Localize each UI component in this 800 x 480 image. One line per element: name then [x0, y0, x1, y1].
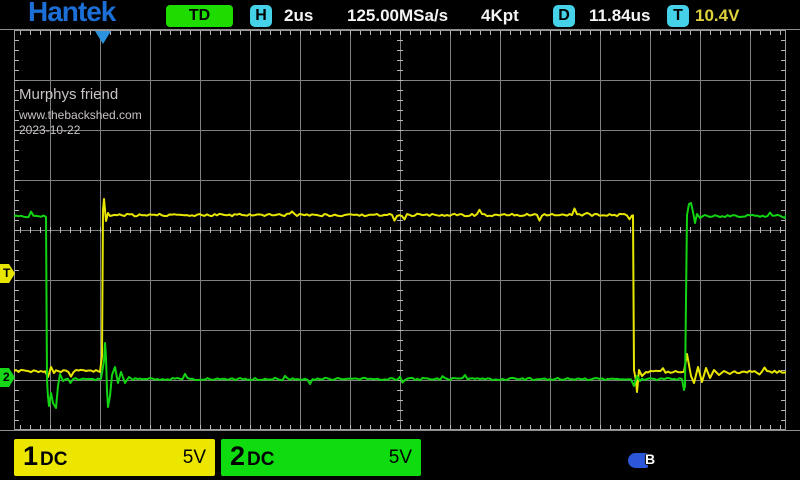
ch1-number: 1 [23, 440, 39, 471]
ch2-coupling: DC [247, 448, 275, 470]
usb-device-letter: B [645, 451, 656, 467]
annotation-title: Murphys friend [19, 86, 119, 103]
annotation-date: 2023-10-22 [19, 123, 81, 137]
ch2-scale: 5V [388, 447, 412, 468]
ch2-zero-marker[interactable]: 2 [0, 368, 15, 387]
ch2-number: 2 [230, 440, 246, 471]
annotation-url: www.thebackshed.com [19, 108, 142, 122]
trigger-position-marker[interactable] [95, 31, 111, 44]
usb-device-icon [628, 453, 648, 468]
graticule-top-border [0, 29, 800, 30]
graticule-bottom-border [0, 430, 800, 431]
hantek-logo: Hantek [28, 0, 116, 27]
ch1-settings-box[interactable]: 1 DC 5V [14, 439, 215, 476]
ch1-scale: 5V [182, 447, 206, 468]
ch1-coupling: DC [40, 448, 68, 470]
horizontal-delay-readout: 11.84us [589, 6, 651, 25]
ch2-settings-box[interactable]: 2 DC 5V [221, 439, 421, 476]
trigger-menu-badge[interactable]: T [667, 5, 689, 27]
trigger-level-readout: 10.4V [695, 6, 740, 25]
memory-depth-readout: 4Kpt [481, 6, 519, 25]
trigger-level-marker[interactable]: T [0, 264, 15, 283]
top-status-bar: Hantek TD H 2us 125.00MSa/s 4Kpt D 11.84… [0, 0, 800, 30]
trace-ch1 [14, 198, 786, 393]
delay-menu-badge[interactable]: D [553, 5, 575, 27]
trigger-status-badge[interactable]: TD [166, 5, 233, 27]
horizontal-menu-badge[interactable]: H [250, 5, 272, 27]
waveform-display [14, 30, 786, 430]
trace-ch2 [14, 202, 786, 409]
sample-rate-readout: 125.00MSa/s [347, 6, 449, 25]
timebase-readout: 2us [284, 6, 314, 25]
